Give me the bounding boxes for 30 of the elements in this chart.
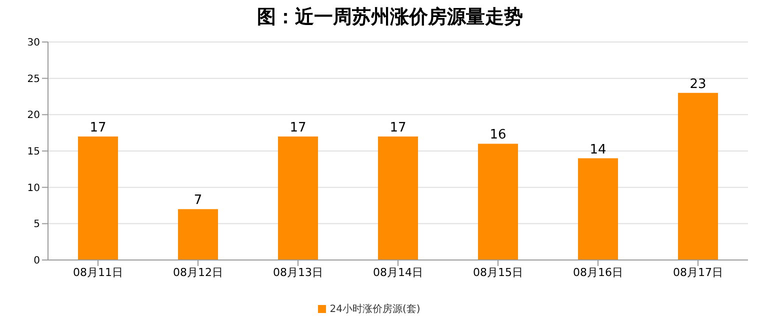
chart-title: 图：近一周苏州涨价房源量走势 [256, 5, 524, 30]
y-tick-label: 15 [27, 146, 40, 158]
y-tick-label: 25 [27, 74, 40, 85]
x-tick-label: 08月15日 [473, 266, 523, 279]
y-tick-label: 5 [34, 219, 40, 230]
data-label: 16 [490, 128, 506, 143]
bar [378, 136, 418, 260]
data-label: 17 [90, 120, 106, 136]
y-tick-label: 0 [34, 256, 40, 267]
bar [178, 209, 218, 260]
y-tick-label: 30 [27, 38, 40, 49]
bar [78, 136, 118, 260]
bar [678, 92, 718, 260]
bar [578, 158, 618, 260]
legend-label: 24小时涨价房源(套) [330, 304, 420, 315]
data-label: 7 [194, 193, 202, 208]
data-label: 17 [390, 120, 406, 136]
data-label: 14 [590, 142, 606, 158]
y-tick-label: 20 [27, 110, 40, 122]
x-tick-label: 08月16日 [573, 266, 623, 279]
x-tick-label: 08月14日 [373, 266, 423, 279]
bar [278, 136, 318, 260]
x-tick-label: 08月13日 [273, 266, 323, 279]
x-tick-label: 08月17日 [673, 266, 723, 279]
data-label: 23 [690, 76, 706, 92]
bar [478, 144, 518, 260]
data-label: 17 [290, 120, 306, 136]
x-tick-label: 08月11日 [73, 266, 123, 279]
x-tick-label: 08月12日 [173, 266, 223, 279]
y-tick-label: 10 [27, 182, 40, 194]
